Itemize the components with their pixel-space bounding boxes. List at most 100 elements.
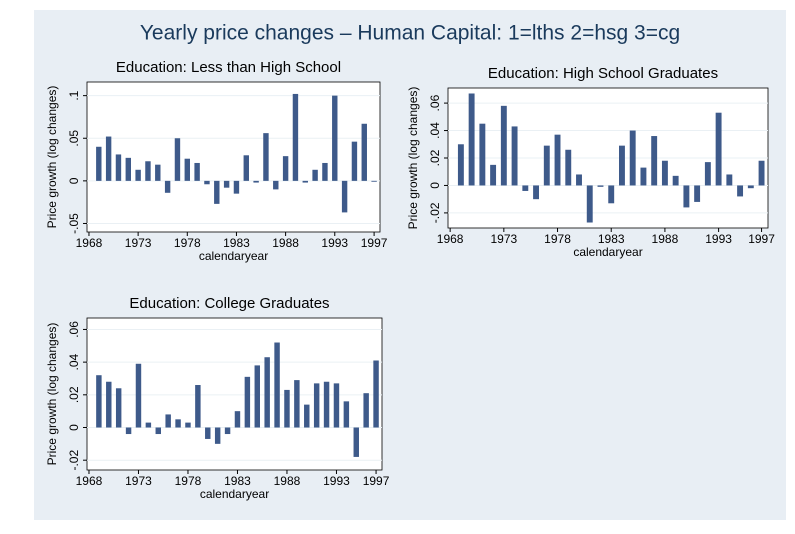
bar	[223, 180, 230, 188]
bar	[224, 427, 231, 435]
bar	[174, 138, 181, 181]
bar	[313, 383, 320, 428]
bar	[175, 419, 181, 428]
y-axis-label: Price growth (log changes)	[45, 323, 59, 466]
y-axis-label: Price growth (log changes)	[45, 86, 59, 229]
bar	[164, 180, 171, 193]
bar	[333, 383, 340, 428]
bar	[254, 365, 260, 428]
bar	[125, 157, 131, 181]
bar	[629, 130, 636, 186]
x-tick-label: 1993	[323, 474, 350, 488]
bar	[608, 185, 615, 204]
bar	[105, 136, 112, 181]
bar	[115, 154, 122, 181]
bar	[302, 180, 308, 183]
bar	[135, 169, 141, 181]
bar	[145, 161, 151, 181]
bar	[125, 427, 132, 435]
bar	[353, 427, 359, 457]
bar	[715, 112, 722, 186]
bar	[661, 160, 668, 186]
bar	[234, 411, 241, 428]
bar	[758, 160, 765, 186]
y-tick-label: .06	[428, 94, 442, 111]
bar	[704, 162, 711, 186]
bar	[184, 158, 190, 181]
y-tick-label: .04	[428, 122, 442, 139]
bar	[185, 422, 191, 428]
y-tick-label: .04	[67, 353, 81, 370]
bar	[619, 145, 625, 186]
y-tick-label: .02	[428, 149, 442, 166]
bar	[243, 155, 249, 181]
bar	[651, 136, 658, 186]
bar	[135, 363, 142, 428]
bar	[457, 144, 464, 186]
x-tick-label: 1973	[125, 236, 152, 250]
x-tick-label: 1997	[361, 236, 388, 250]
bar	[145, 422, 152, 428]
bar	[373, 360, 379, 428]
x-tick-label: 1973	[125, 474, 152, 488]
bar	[304, 404, 310, 428]
bar	[371, 180, 377, 182]
bar	[363, 393, 369, 428]
bar	[194, 162, 200, 181]
bar	[522, 185, 529, 191]
bar	[312, 169, 318, 181]
y-tick-label: -.05	[67, 213, 81, 234]
x-tick-label: 1978	[174, 236, 201, 250]
bar	[490, 164, 497, 186]
bar	[165, 414, 171, 428]
x-tick-label: 1993	[705, 232, 732, 246]
y-tick-label: .05	[67, 130, 81, 147]
bar	[640, 167, 647, 186]
bar	[726, 174, 733, 186]
y-tick-label: 0	[428, 182, 442, 189]
bar	[747, 185, 754, 189]
bar	[694, 185, 701, 202]
bar	[96, 146, 102, 181]
x-axis-label: calendaryear	[199, 249, 268, 263]
bar	[96, 375, 102, 428]
x-tick-label: 1968	[76, 474, 103, 488]
bar	[351, 141, 358, 181]
bar	[500, 105, 507, 186]
bar	[294, 380, 300, 428]
plot-area	[86, 81, 381, 233]
x-tick-label: 1978	[544, 232, 571, 246]
panel-title: Education: Less than High School	[116, 59, 341, 76]
bar	[155, 427, 161, 435]
bar	[468, 93, 475, 186]
bar	[737, 185, 744, 197]
x-axis-label: calendaryear	[573, 245, 642, 259]
bar	[332, 95, 338, 181]
panel-title: Education: High School Graduates	[488, 65, 718, 82]
x-tick-label: 1988	[274, 474, 301, 488]
panel-title: Education: College Graduates	[129, 295, 329, 312]
bar	[115, 388, 122, 428]
bar	[233, 180, 240, 194]
bar	[672, 175, 679, 186]
y-tick-label: .06	[67, 321, 81, 338]
x-tick-label: 1983	[598, 232, 625, 246]
x-tick-label: 1983	[223, 236, 250, 250]
bar	[263, 133, 269, 181]
bar	[511, 126, 518, 186]
x-axis-label: calendaryear	[200, 487, 269, 501]
bar	[195, 385, 201, 428]
bar	[554, 134, 561, 186]
y-tick-label: .02	[67, 386, 81, 403]
main-title: Yearly price changes – Human Capital: 1=…	[140, 22, 680, 45]
bar	[586, 185, 593, 223]
bar	[106, 381, 112, 428]
bar	[205, 427, 211, 439]
y-tick-label: -.02	[67, 450, 81, 471]
bar	[479, 123, 486, 186]
bar	[322, 162, 328, 181]
x-tick-label: 1968	[437, 232, 464, 246]
x-tick-label: 1997	[748, 232, 775, 246]
bar	[264, 357, 270, 428]
